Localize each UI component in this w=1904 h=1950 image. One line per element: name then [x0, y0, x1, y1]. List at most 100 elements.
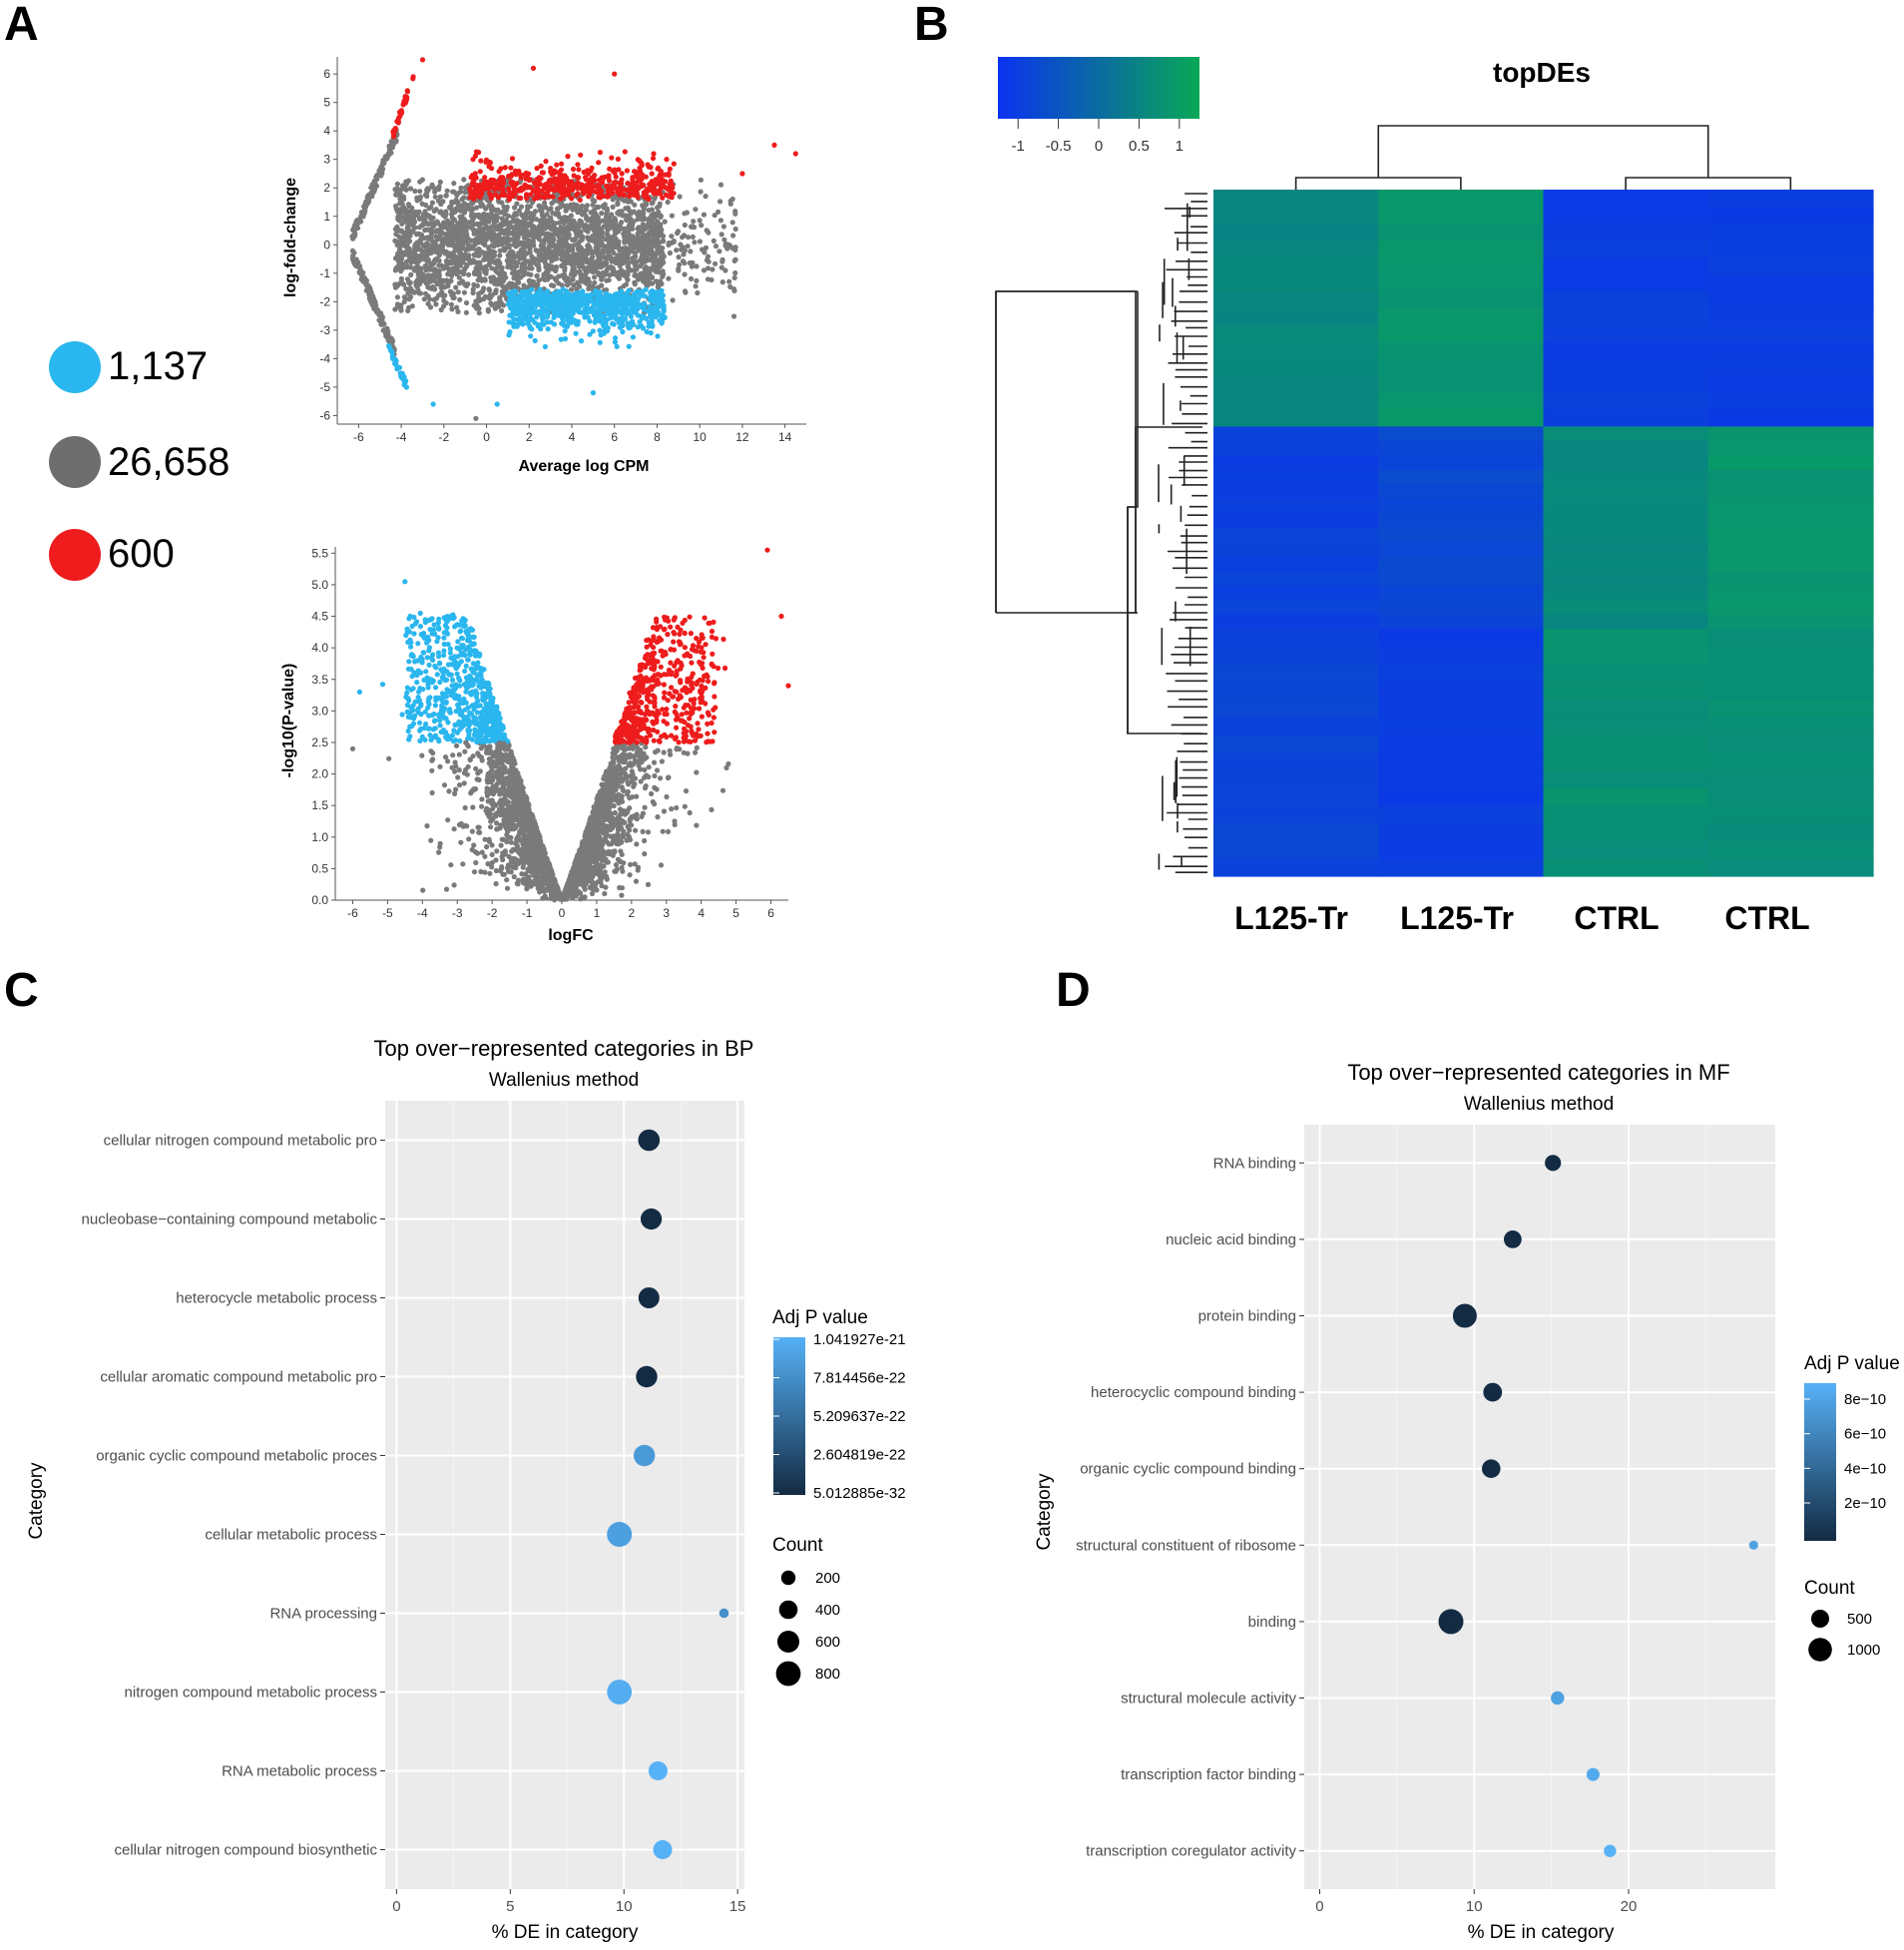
ma-point-ns — [705, 265, 712, 271]
ma-point-down — [386, 344, 393, 350]
ma-point-up — [528, 192, 534, 198]
volcano-point-up — [702, 615, 708, 621]
ma-point-ns — [688, 248, 694, 254]
ma-point-down — [657, 289, 663, 295]
ma-point-ns — [577, 283, 583, 289]
ma-point-down — [551, 321, 558, 327]
ma-point-ns — [683, 289, 689, 295]
ma-point-ns — [500, 290, 506, 296]
ma-x-tick-label: 0 — [483, 430, 490, 444]
ma-point-ns — [462, 237, 468, 243]
ma-point-ns — [605, 225, 612, 231]
ma-point-up — [487, 191, 493, 197]
ma-point-up — [578, 152, 584, 158]
ma-point-ns — [401, 281, 407, 287]
volcano-point-ns — [436, 849, 442, 855]
ma-point-ns — [436, 262, 442, 268]
ma-point-ns — [732, 269, 738, 276]
ma-point-ns — [537, 208, 544, 214]
ma-point-ns — [461, 195, 467, 201]
ma-point-ns — [590, 234, 596, 240]
ma-point-ns — [577, 244, 583, 250]
volcano-point-ns — [660, 828, 666, 834]
ma-point-up — [540, 170, 547, 176]
ma-point-ns — [549, 256, 555, 262]
ma-point-ns — [499, 307, 505, 313]
ma-point-ns — [524, 250, 530, 256]
ma-point-ns — [669, 240, 675, 245]
ma-point-ns — [690, 224, 696, 230]
ma-point-ns — [369, 292, 376, 299]
ma-plot-x-label: Average log CPM — [519, 458, 650, 475]
ma-point-down — [573, 307, 580, 313]
ma-point-ns — [512, 263, 518, 270]
ma-point-ns — [429, 184, 435, 190]
ma-point-ns — [605, 232, 611, 238]
ma-point-ns — [433, 229, 439, 235]
ma-point-ns — [514, 201, 520, 207]
ma-point-ns — [394, 252, 401, 258]
ma-point-ns — [644, 237, 650, 243]
ma-point-up — [559, 161, 565, 167]
volcano-x-tick-label: -3 — [452, 906, 463, 920]
ma-point-ns — [729, 196, 735, 203]
ma-point-up — [555, 178, 561, 184]
ma-point-ns — [400, 237, 406, 243]
ma-point-ns — [632, 202, 638, 208]
ma-point-up — [391, 134, 397, 140]
ma-point-ns — [495, 303, 502, 309]
ma-point-ns — [501, 204, 507, 210]
ma-x-tick-label: -6 — [353, 430, 364, 444]
ma-point-ns — [635, 217, 641, 223]
ma-point-down — [529, 297, 535, 303]
ma-point-ns — [429, 276, 435, 282]
ma-point-ns — [561, 220, 567, 227]
ma-point-ns — [494, 257, 500, 263]
ma-point-ns — [520, 220, 526, 226]
ma-point-ns — [697, 218, 703, 224]
ma-point-down — [597, 339, 603, 345]
ma-point-ns — [537, 249, 543, 255]
ma-point-ns — [410, 228, 416, 235]
volcano-point-ns — [659, 758, 666, 764]
ma-point-down — [520, 303, 526, 309]
ma-point-up — [589, 165, 595, 171]
ma-point-up — [558, 189, 564, 195]
ma-point-up — [668, 189, 674, 195]
ma-point-down — [533, 302, 539, 308]
ma-x-tick-label: -4 — [396, 430, 407, 444]
ma-point-down — [613, 302, 619, 309]
ma-point-ns — [605, 247, 611, 253]
ma-point-ns — [564, 282, 571, 288]
ma-point-ns — [645, 232, 652, 238]
ma-point-ns — [394, 301, 401, 307]
ma-point-ns — [630, 254, 636, 261]
ma-point-ns — [562, 271, 568, 277]
ma-point-ns — [386, 143, 392, 149]
ma-point-up — [577, 197, 583, 203]
ma-point-ns — [731, 313, 737, 319]
ma-point-ns — [501, 222, 507, 228]
volcano-point-ns — [448, 862, 454, 868]
ma-point-ns — [408, 271, 414, 277]
ma-point-ns — [406, 252, 412, 258]
ma-point-ns — [405, 263, 411, 269]
ma-point-ns — [580, 258, 586, 265]
volcano-x-tick-label: -6 — [347, 906, 358, 920]
ma-point-up — [637, 158, 643, 164]
ma-point-up — [543, 159, 549, 165]
ma-point-ns — [619, 209, 625, 215]
ma-point-ns — [403, 214, 409, 220]
ma-point-ns — [426, 206, 432, 212]
ma-point-ns — [670, 297, 676, 303]
ma-point-ns — [385, 151, 391, 157]
ma-point-up — [477, 169, 483, 175]
ma-point-ns — [524, 207, 531, 214]
ma-point-ns — [585, 229, 591, 235]
ma-x-tick-label: -2 — [438, 430, 449, 444]
ma-point-ns — [401, 298, 407, 304]
ma-point-ns — [596, 244, 602, 249]
ma-point-ns — [669, 213, 676, 219]
ma-point-ns — [662, 219, 668, 225]
volcano-y-tick-label: 4.5 — [311, 610, 328, 624]
